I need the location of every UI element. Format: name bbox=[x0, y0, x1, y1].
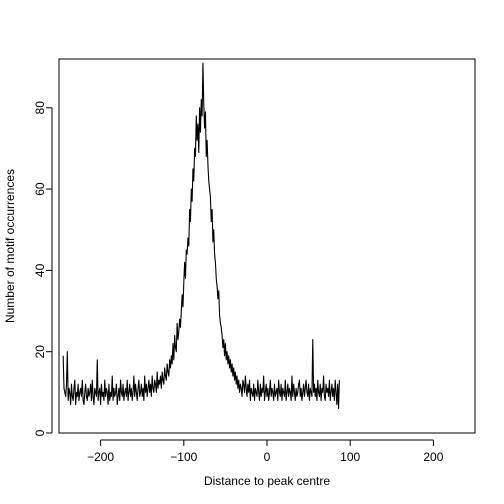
x-axis-title: Distance to peak centre bbox=[204, 474, 330, 488]
y-tick-label: 20 bbox=[33, 345, 47, 359]
x-axis: −200 −100 0 100 200 bbox=[87, 439, 444, 464]
y-tick-label: 40 bbox=[33, 263, 47, 277]
x-tick-label: −100 bbox=[170, 450, 197, 464]
y-tick-label: 60 bbox=[33, 182, 47, 196]
x-tick-label: −200 bbox=[87, 450, 114, 464]
y-tick-label: 80 bbox=[33, 101, 47, 115]
plot-frame bbox=[58, 58, 476, 434]
y-axis: 0 20 40 60 80 bbox=[33, 101, 53, 436]
x-tick-label: 0 bbox=[264, 450, 271, 464]
motif-occurrence-line bbox=[62, 62, 340, 410]
x-tick-label: 200 bbox=[423, 450, 443, 464]
y-axis-title: Number of motif occurrences bbox=[3, 169, 17, 323]
y-tick-label: 0 bbox=[33, 429, 47, 436]
x-tick-label: 100 bbox=[340, 450, 360, 464]
